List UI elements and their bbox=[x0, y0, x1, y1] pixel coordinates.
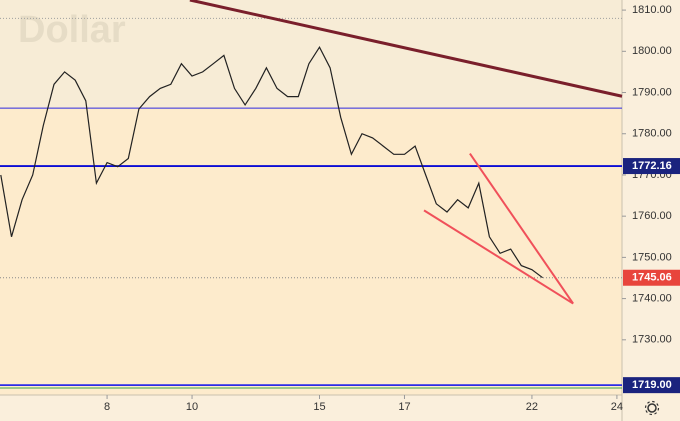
y-tick-label: 1800.00 bbox=[632, 45, 672, 57]
watermark-title: Dollar bbox=[18, 9, 126, 51]
price-line bbox=[0, 46, 543, 279]
price-tag-label: 1719.00 bbox=[632, 379, 672, 391]
y-tick-label: 1730.00 bbox=[632, 334, 672, 346]
x-tick-label: 22 bbox=[526, 401, 538, 413]
price-axis bbox=[622, 0, 680, 421]
y-tick-label: 1810.00 bbox=[632, 4, 672, 16]
trend-line bbox=[423, 209, 574, 305]
x-tick-label: 17 bbox=[398, 401, 410, 413]
x-tick-label: 24 bbox=[611, 401, 623, 413]
y-tick-label: 1780.00 bbox=[632, 128, 672, 140]
y-tick-label: 1760.00 bbox=[632, 210, 672, 222]
price-tag-label: 1745.06 bbox=[632, 272, 672, 284]
settings-icon[interactable] bbox=[644, 400, 660, 416]
x-tick-label: 8 bbox=[104, 401, 110, 413]
price-tag bbox=[623, 269, 680, 286]
y-tick-label: 1750.00 bbox=[632, 251, 672, 263]
trend-line bbox=[469, 152, 574, 305]
time-axis bbox=[0, 395, 622, 421]
y-tick-label: 1740.00 bbox=[632, 293, 672, 305]
price-tag bbox=[623, 158, 680, 175]
y-tick-label: 1790.00 bbox=[632, 86, 672, 98]
plot-upper-band bbox=[0, 0, 622, 107]
price-tag-label: 1772.16 bbox=[632, 160, 672, 172]
x-tick-label: 15 bbox=[313, 401, 325, 413]
x-tick-label: 10 bbox=[186, 401, 198, 413]
trend-line bbox=[189, 0, 623, 98]
price-tag bbox=[623, 377, 680, 394]
